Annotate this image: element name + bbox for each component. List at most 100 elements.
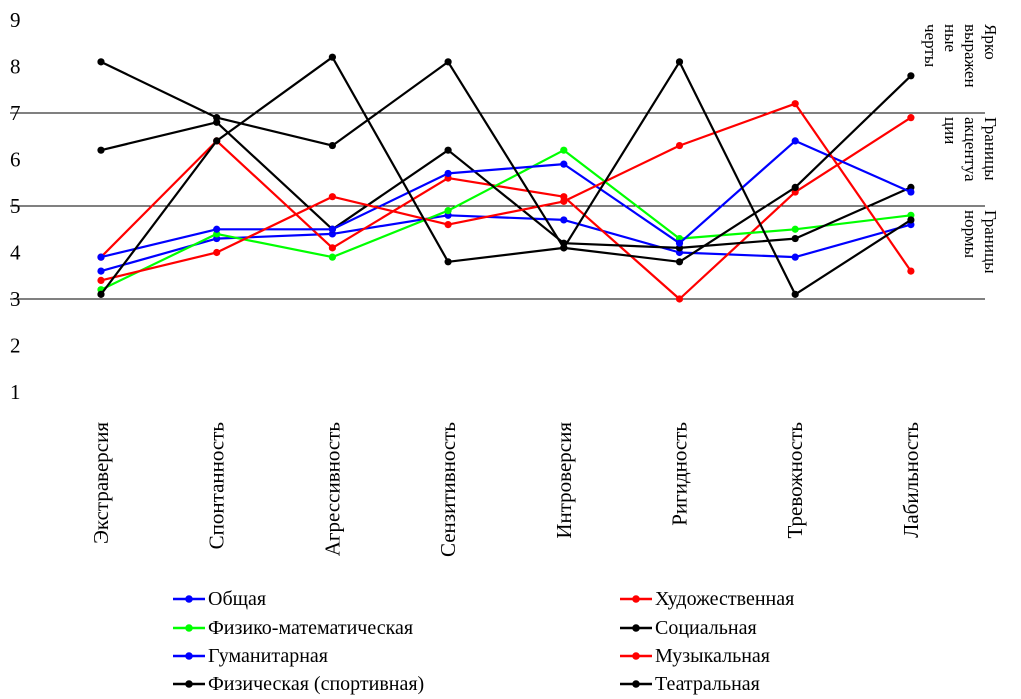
band-label-line: Границы <box>981 117 1000 181</box>
legend-swatch-marker <box>632 624 640 632</box>
series-lines <box>97 53 915 303</box>
band-label-line: нормы <box>961 210 980 259</box>
legend-label: Общая <box>208 588 266 610</box>
data-point <box>444 258 452 266</box>
y-tick-label: 6 <box>10 148 21 172</box>
legend-swatch-marker <box>185 624 193 632</box>
legend-item: Физическая (спортивная) <box>173 673 424 695</box>
data-point <box>97 276 105 284</box>
data-point <box>560 197 568 205</box>
y-tick-label: 2 <box>10 334 21 358</box>
x-category-label: Лабильность <box>899 422 923 538</box>
data-point <box>791 290 799 298</box>
legend-item: Общая <box>173 588 266 610</box>
data-point <box>328 53 336 61</box>
x-category-label: Ригидность <box>668 422 692 526</box>
legend-label: Театральная <box>655 673 760 695</box>
legend-swatch-marker <box>185 680 193 688</box>
x-category-label: Агрессивность <box>320 422 344 556</box>
legend-label: Музыкальная <box>655 645 770 667</box>
x-category-label: Сензитивность <box>436 422 460 557</box>
data-point <box>907 188 915 196</box>
y-tick-label: 7 <box>10 101 21 125</box>
series-7 <box>97 53 915 298</box>
x-axis-category-labels: Экстраверсия Спонтанность Агрессивность Сен… <box>89 422 923 557</box>
data-point <box>213 248 221 257</box>
data-point <box>791 225 799 233</box>
data-point <box>675 239 684 247</box>
data-point <box>444 146 452 154</box>
data-point <box>213 114 221 122</box>
legend-item: Гуманитарная <box>173 645 328 667</box>
series-line <box>100 121 912 249</box>
data-point <box>97 58 105 66</box>
series-line <box>100 149 912 291</box>
y-tick-label: 3 <box>10 287 21 311</box>
series-line <box>100 116 912 301</box>
data-point <box>328 244 336 252</box>
data-point <box>444 221 452 229</box>
data-point <box>675 58 684 66</box>
band-label-line: акцентуа <box>961 117 980 182</box>
band-label-line: черты <box>921 24 940 68</box>
data-point <box>675 295 684 303</box>
data-point <box>97 253 105 261</box>
legend-swatch-marker <box>185 652 193 660</box>
legend-label: Физико-математическая <box>208 617 413 639</box>
series-1 <box>97 211 915 275</box>
x-category-label: Спонтанность <box>205 422 229 549</box>
data-point <box>328 141 336 150</box>
data-point <box>675 141 684 150</box>
y-tick-label: 1 <box>10 380 21 404</box>
legend-swatch-marker <box>632 680 640 688</box>
band-label-line: Границы <box>981 210 1000 274</box>
series-line <box>100 102 912 282</box>
reference-lines <box>10 112 985 300</box>
x-category-label: Интроверсия <box>552 422 576 539</box>
data-point <box>791 234 799 243</box>
series-line <box>100 60 912 263</box>
band-labels: ЯрковыраженныечертыГраницыакцентуацииГра… <box>921 24 1000 274</box>
data-point <box>213 225 221 233</box>
data-point <box>97 146 105 154</box>
legend: Общая Художественная Физико-математическая… <box>173 588 794 695</box>
legend-label: Социальная <box>655 617 757 639</box>
data-point <box>560 160 568 168</box>
data-point <box>560 146 568 154</box>
data-point <box>328 193 336 201</box>
data-point <box>791 253 799 261</box>
data-point <box>791 183 799 191</box>
band-label-line: выражен <box>961 24 980 88</box>
data-point <box>791 100 799 108</box>
legend-swatch-marker <box>632 652 640 660</box>
y-tick-label: 4 <box>10 241 21 265</box>
legend-label: Гуманитарная <box>208 645 328 667</box>
y-axis-tick-labels: 1 2 3 4 5 6 7 8 9 <box>10 8 21 404</box>
legend-item: Театральная <box>620 673 760 695</box>
legend-item: Музыкальная <box>620 645 770 667</box>
data-point <box>328 225 336 233</box>
x-category-label: Экстраверсия <box>89 422 113 544</box>
x-category-label: Тревожность <box>783 422 807 538</box>
data-point <box>560 216 568 224</box>
series-5 <box>97 137 915 261</box>
data-point <box>444 58 452 66</box>
data-point <box>907 72 915 80</box>
series-line <box>100 139 912 259</box>
band-label-line: Ярко <box>981 24 1000 60</box>
series-line <box>100 56 912 296</box>
y-tick-label: 5 <box>10 194 21 218</box>
data-point <box>213 137 221 145</box>
band-label-line: ные <box>941 24 960 52</box>
y-tick-label: 8 <box>10 55 21 79</box>
legend-label: Физическая (спортивная) <box>208 673 424 695</box>
legend-swatch-marker <box>632 595 640 603</box>
legend-item: Художественная <box>620 588 794 610</box>
data-point <box>444 169 452 178</box>
y-tick-label: 9 <box>10 8 21 32</box>
data-point <box>97 290 105 298</box>
